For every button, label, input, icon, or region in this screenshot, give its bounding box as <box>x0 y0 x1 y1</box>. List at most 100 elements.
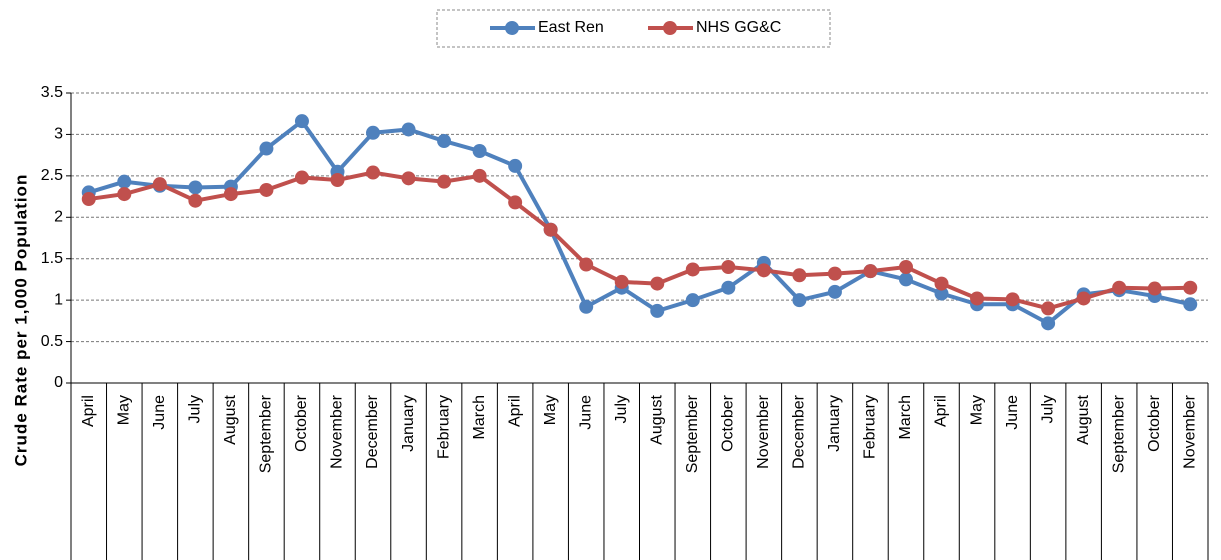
x-tick-label: October <box>1146 394 1163 452</box>
x-tick-label: June <box>1004 395 1021 430</box>
x-tick-label: December <box>791 394 808 468</box>
data-point <box>81 192 96 207</box>
data-point <box>437 174 452 189</box>
data-point <box>401 171 416 186</box>
data-point <box>721 280 736 295</box>
data-point <box>472 168 487 183</box>
y-tick-label: 0 <box>54 374 63 391</box>
x-tick-label: October <box>720 394 737 452</box>
data-point <box>1112 280 1127 295</box>
x-tick-label: September <box>684 394 701 473</box>
data-point <box>1183 280 1198 295</box>
x-tick-label: September <box>1110 394 1127 473</box>
data-point <box>543 222 558 237</box>
data-point <box>685 293 700 308</box>
x-tick-label: August <box>222 394 239 444</box>
y-axis-title: Crude Rate per 1,000 Population <box>11 174 30 467</box>
data-point <box>188 180 203 195</box>
data-point <box>792 268 807 283</box>
data-point <box>117 174 132 189</box>
x-tick-label: September <box>258 394 275 473</box>
legend-marker <box>663 21 677 35</box>
data-point <box>970 291 985 306</box>
x-tick-label: August <box>648 394 665 444</box>
y-tick-label: 0.5 <box>41 333 63 350</box>
data-point <box>650 276 665 291</box>
legend-label: East Ren <box>538 19 604 36</box>
legend-label: NHS GG&C <box>696 19 781 36</box>
data-point <box>259 141 274 156</box>
x-tick-label: January <box>826 395 843 452</box>
x-tick-label: July <box>187 395 204 423</box>
x-tick-label: March <box>897 395 914 439</box>
x-tick-label: May <box>116 395 133 425</box>
x-tick-label: April <box>506 395 523 427</box>
y-tick-label: 1 <box>54 291 63 308</box>
x-tick-label: June <box>577 395 594 430</box>
data-point <box>472 144 487 158</box>
x-tick-label: March <box>471 395 488 439</box>
x-tick-label: May <box>542 395 559 425</box>
data-point <box>1076 291 1091 306</box>
data-point <box>294 170 309 185</box>
y-tick-label: 3 <box>54 126 63 143</box>
data-point <box>721 260 736 274</box>
data-point <box>934 286 949 301</box>
x-tick-label: December <box>364 394 381 468</box>
series-line <box>88 170 1191 311</box>
x-tick-label: November <box>329 394 346 468</box>
data-point <box>650 303 665 318</box>
data-point <box>756 263 771 278</box>
data-point <box>792 293 807 308</box>
data-point <box>188 193 203 208</box>
data-point <box>366 165 381 180</box>
x-tick-label: June <box>151 395 168 430</box>
data-point <box>614 274 629 289</box>
data-point <box>685 262 700 277</box>
data-point <box>1147 281 1162 296</box>
x-tick-label: July <box>613 395 630 423</box>
series-line <box>88 118 1191 326</box>
data-point <box>1041 301 1056 316</box>
data-point <box>366 125 381 140</box>
data-point <box>330 173 345 187</box>
data-point <box>579 299 594 314</box>
data-point <box>152 177 167 192</box>
data-point <box>827 266 842 281</box>
y-tick-label: 2 <box>54 209 63 226</box>
data-point <box>827 284 842 299</box>
y-tick-label: 2.5 <box>41 167 63 184</box>
x-tick-label: October <box>293 394 310 452</box>
x-tick-label: August <box>1075 394 1092 444</box>
data-point <box>934 276 949 291</box>
data-point <box>863 264 878 279</box>
x-tick-label: February <box>862 395 879 459</box>
data-point <box>508 195 523 210</box>
legend-marker <box>505 21 519 35</box>
x-tick-label: November <box>755 394 772 468</box>
data-point <box>1041 316 1056 331</box>
y-tick-label: 1.5 <box>41 250 63 267</box>
data-point <box>259 182 274 197</box>
data-point <box>898 272 913 287</box>
x-tick-label: February <box>435 395 452 459</box>
data-point <box>898 260 913 274</box>
y-tick-label: 3.5 <box>41 84 63 101</box>
data-point <box>401 122 416 137</box>
legend-box <box>436 9 831 48</box>
data-point <box>1183 297 1198 312</box>
x-tick-label: May <box>968 395 985 425</box>
data-point <box>294 114 309 129</box>
x-tick-label: November <box>1181 394 1198 468</box>
data-point <box>579 257 594 272</box>
data-point <box>223 187 238 202</box>
data-point <box>437 134 452 149</box>
x-tick-label: January <box>400 395 417 452</box>
data-point <box>117 187 132 202</box>
x-tick-label: April <box>80 395 97 427</box>
x-tick-label: April <box>933 395 950 427</box>
data-point <box>508 158 523 173</box>
data-point <box>1005 292 1020 307</box>
x-tick-label: July <box>1039 395 1056 423</box>
